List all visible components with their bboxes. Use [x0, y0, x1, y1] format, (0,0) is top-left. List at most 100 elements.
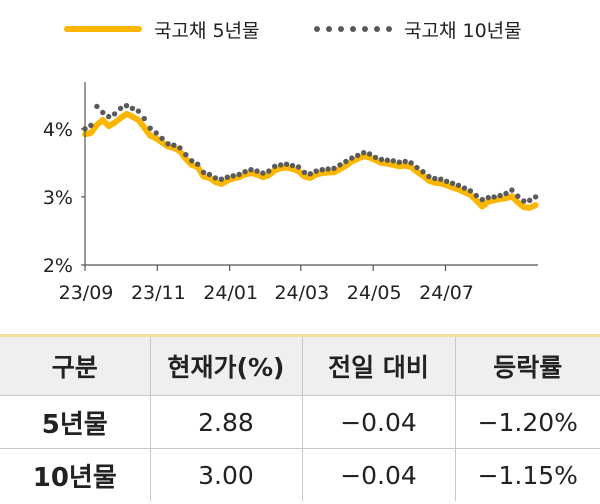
- header-change: 전일 대비: [301, 337, 455, 396]
- series-point-10y: [449, 180, 456, 186]
- series-point-10y: [532, 194, 539, 200]
- series-point-10y: [378, 156, 385, 163]
- table-header-row: 구분 현재가(%) 전일 대비 등락률: [0, 337, 600, 396]
- legend-item-10y: 국고채 10년물: [314, 17, 522, 42]
- series-point-10y: [159, 135, 165, 142]
- cell-change-rate: −1.20%: [454, 395, 600, 449]
- series-point-10y: [88, 122, 94, 129]
- legend-item-5y: 국고채 5년물: [64, 17, 260, 42]
- series-point-10y: [278, 162, 284, 168]
- series-point-10y: [349, 155, 355, 161]
- series-point-10y: [343, 158, 349, 165]
- series-point-10y: [455, 182, 462, 188]
- table-top-rule: [0, 334, 600, 337]
- series-point-10y: [117, 105, 124, 112]
- series-point-10y: [509, 187, 515, 193]
- series-point-10y: [438, 176, 444, 182]
- x-tick-label: 24/07: [419, 282, 474, 304]
- legend-label-10y: 국고채 10년물: [404, 19, 522, 42]
- series-point-10y: [289, 162, 296, 169]
- series-point-10y: [177, 145, 183, 151]
- series-point-10y: [491, 194, 497, 200]
- series-point-10y: [331, 165, 337, 171]
- series-point-10y: [521, 198, 527, 204]
- series-point-10y: [254, 168, 260, 174]
- cell-change: −0.04: [301, 448, 455, 501]
- series-point-10y: [301, 169, 308, 176]
- series-point-10y: [319, 167, 325, 173]
- series-point-10y: [123, 103, 130, 109]
- legend-label-5y: 국고채 5년물: [154, 19, 260, 42]
- series-point-10y: [467, 188, 474, 194]
- cell-change: −0.04: [301, 395, 455, 449]
- table-row: 10년물 3.00 −0.04 −1.15%: [0, 448, 600, 501]
- series-point-10y: [153, 130, 159, 136]
- series-point-10y: [100, 109, 106, 116]
- series-point-10y: [141, 115, 147, 122]
- axis-layer: 2% 3% 4% 23/09 23/11 24/01 24/03 24/05 24/07: [43, 82, 538, 304]
- series-point-10y: [307, 171, 313, 177]
- row-label: 5년물: [0, 395, 150, 449]
- legend-dots-swatch: [314, 25, 392, 33]
- series-point-10y: [183, 152, 189, 158]
- series-point-10y: [515, 193, 521, 199]
- row-label: 10년물: [0, 448, 150, 501]
- series-point-10y: [402, 158, 408, 165]
- y-tick-label: 2%: [43, 255, 73, 277]
- series-point-10y: [366, 151, 373, 157]
- cell-current: 3.00: [149, 448, 302, 501]
- series-point-10y: [432, 175, 438, 182]
- x-tick-label: 24/03: [274, 282, 329, 304]
- series-point-10y: [272, 163, 278, 169]
- header-current: 현재가(%): [149, 337, 302, 396]
- series-point-10y: [384, 157, 391, 163]
- series-point-10y: [135, 108, 142, 114]
- series-point-10y: [313, 168, 319, 174]
- series-point-10y: [236, 171, 242, 178]
- header-change-rate: 등락률: [454, 337, 600, 396]
- series-point-10y: [206, 171, 213, 178]
- series-point-10y: [165, 141, 171, 147]
- series-point-10y: [283, 161, 290, 167]
- yield-table: 구분 현재가(%) 전일 대비 등락률 5년물 2.88 −0.04 −1.20…: [0, 334, 600, 501]
- series-point-10y: [212, 175, 219, 181]
- series-point-10y: [485, 194, 491, 201]
- series-point-10y: [444, 178, 450, 184]
- x-tick-label: 23/11: [131, 282, 186, 304]
- series-point-10y: [527, 197, 533, 203]
- series-point-10y: [266, 168, 272, 174]
- header-category: 구분: [0, 337, 150, 396]
- series-point-10y: [390, 158, 396, 164]
- series-point-10y: [361, 150, 367, 156]
- series-point-10y: [325, 166, 331, 172]
- series-point-10y: [337, 162, 343, 168]
- series-point-10y: [461, 185, 468, 191]
- series-point-10y: [230, 173, 236, 179]
- x-tick-label: 24/01: [203, 282, 258, 304]
- chart-legend: 국고채 5년물 국고채 10년물: [0, 0, 600, 60]
- yield-line-chart: 2% 3% 4% 23/09 23/11 24/01 24/03 24/05 24/07: [43, 82, 539, 304]
- series-point-10y: [106, 113, 112, 120]
- x-tick-label: 23/09: [59, 282, 114, 304]
- series-point-10y: [396, 159, 402, 165]
- series-point-10y: [171, 142, 177, 148]
- series-point-10y: [242, 169, 248, 175]
- table-row: 5년물 2.88 −0.04 −1.20%: [0, 395, 600, 449]
- series-point-10y: [218, 176, 225, 182]
- series-point-10y: [94, 103, 100, 110]
- series-point-10y: [189, 158, 195, 164]
- series-point-10y: [420, 169, 426, 175]
- cell-change-rate: −1.15%: [454, 448, 600, 501]
- series-point-10y: [479, 196, 485, 203]
- series-point-10y: [200, 169, 207, 176]
- series-point-10y: [224, 174, 230, 180]
- series-point-10y: [295, 164, 302, 170]
- y-tick-label: 3%: [43, 187, 73, 209]
- series-line-5y: [82, 110, 539, 211]
- series-point-10y: [372, 154, 379, 161]
- x-tick-label: 24/05: [347, 282, 402, 304]
- series-layer: [82, 103, 539, 211]
- series-point-10y: [195, 161, 201, 167]
- series-point-10y: [414, 164, 420, 171]
- yield-table-grid: 구분 현재가(%) 전일 대비 등락률 5년물 2.88 −0.04 −1.20…: [0, 337, 600, 501]
